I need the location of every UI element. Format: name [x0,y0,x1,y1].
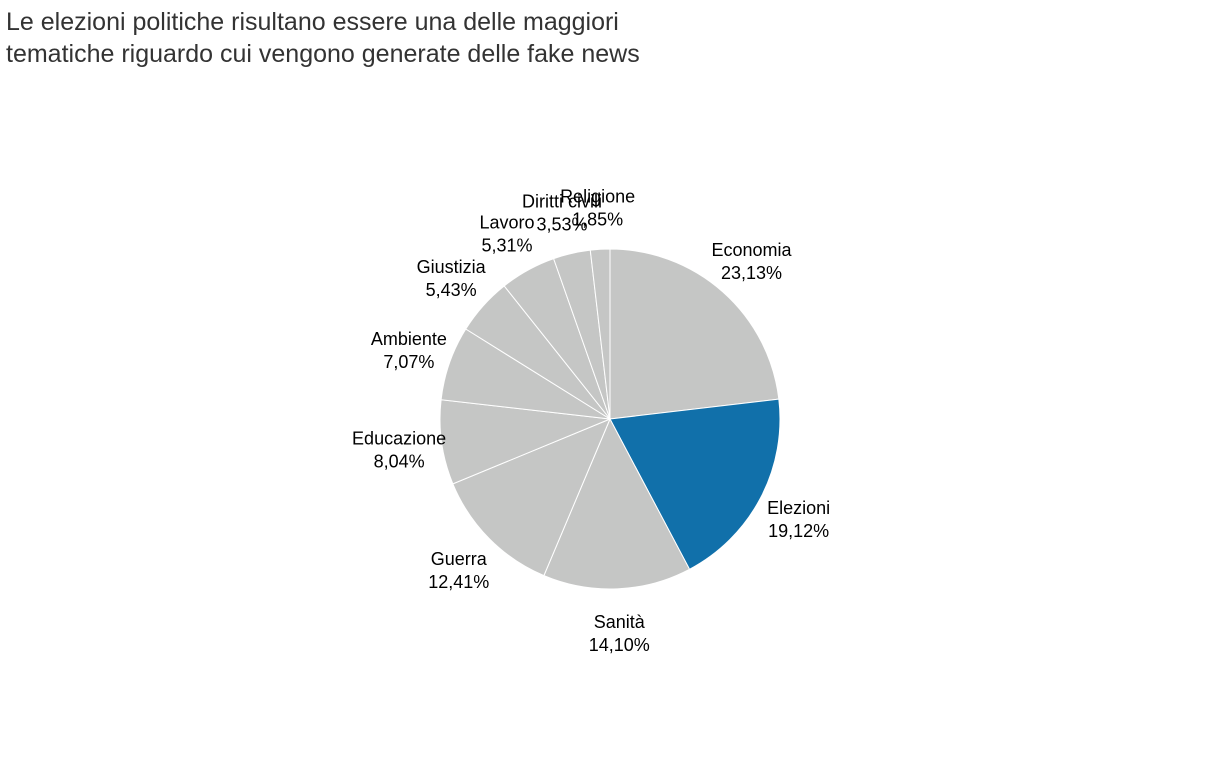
slice-label-elezioni: Elezioni 19,12% [767,498,830,541]
slice-percent: 12,41% [428,572,489,592]
slice-name: Sanità [594,612,646,632]
slice-name: Giustizia [417,257,487,277]
pie-slice-sanita [543,417,691,590]
slice-percent: 8,04% [374,452,425,472]
slice-name: Guerra [431,549,488,569]
pie-labels: Economia 23,13% Elezioni 19,12% Sanità 14,10%… [352,186,830,654]
slice-name: Religione [560,186,635,206]
slice-percent: 14,10% [589,635,650,655]
slice-name: Educazione [352,429,446,449]
slice-percent: 7,07% [383,352,434,372]
slice-name: Economia [711,240,792,260]
slice-percent: 5,43% [426,280,477,300]
slice-name: Elezioni [767,498,830,518]
slice-label-ambiente: Ambiente 7,07% [371,329,447,372]
slice-label-lavoro: Lavoro 5,31% [479,213,534,256]
slice-name: Ambiente [371,329,447,349]
chart-title-line-1: Le elezioni politiche risultano essere u… [6,8,619,36]
chart-title: Le elezioni politiche risultano essere u… [6,6,640,70]
slice-label-guerra: Guerra 12,41% [428,549,489,592]
slice-label-economia: Economia 23,13% [711,240,792,283]
pie-slice-guerra [452,418,611,577]
slice-percent: 1,85% [572,209,623,229]
slice-name: Diritti civili [522,192,602,212]
pie-slice-elezioni [609,398,781,570]
slice-label-educazione: Educazione 8,04% [352,429,446,472]
slice-label-sanita: Sanità 14,10% [589,612,650,655]
slice-percent: 19,12% [768,521,829,541]
slice-label-religione: Religione 1,85% [560,186,635,229]
slice-percent: 5,31% [481,236,532,256]
slice-percent: 3,53% [536,215,587,235]
pie-slice-religione [589,248,611,420]
pie-slices [439,248,781,590]
slice-label-giustizia: Giustizia 5,43% [417,257,487,300]
chart-title-line-2: tematiche riguardo cui vengono generate … [6,40,640,68]
slice-label-diritti-civili: Diritti civili 3,53% [522,192,602,235]
pie-slice-economia [609,248,780,420]
slice-percent: 23,13% [721,263,782,283]
slice-name: Lavoro [479,213,534,233]
